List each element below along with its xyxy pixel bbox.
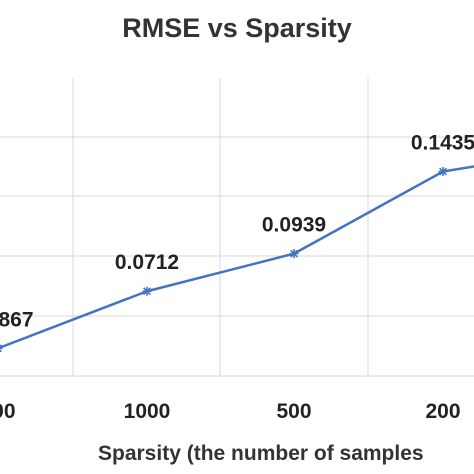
marker-stroke xyxy=(0,349,2,353)
grid-lines xyxy=(0,78,474,377)
data-label-2: 0.0939 xyxy=(262,214,326,237)
series-line xyxy=(0,165,474,349)
x-axis-label: Sparsity (the number of samples xyxy=(98,442,424,465)
x-tick-label-0: 000 xyxy=(0,400,16,423)
x-tick-label-2: 500 xyxy=(276,400,311,423)
data-series xyxy=(0,165,474,349)
data-point-1 xyxy=(142,286,152,296)
data-markers xyxy=(0,167,448,353)
data-label-0: 867 xyxy=(0,308,34,331)
data-point-2 xyxy=(289,249,299,259)
data-point-0 xyxy=(0,344,3,353)
marker-stroke xyxy=(0,344,2,348)
x-tick-label-3: 200 xyxy=(425,400,460,423)
data-label-3: 0.1435 xyxy=(411,132,474,155)
data-point-3 xyxy=(438,167,448,177)
marker-stroke xyxy=(290,249,298,258)
chart-title: RMSE vs Sparsity xyxy=(122,13,352,43)
marker-stroke xyxy=(143,287,151,296)
x-axis-ticks: 000 1000 500 200 xyxy=(0,400,461,423)
data-label-1: 0.0712 xyxy=(115,251,179,274)
marker-stroke xyxy=(439,167,447,176)
x-tick-label-1: 1000 xyxy=(124,400,171,423)
data-labels: 867 0.0712 0.0939 0.1435 xyxy=(0,132,474,332)
